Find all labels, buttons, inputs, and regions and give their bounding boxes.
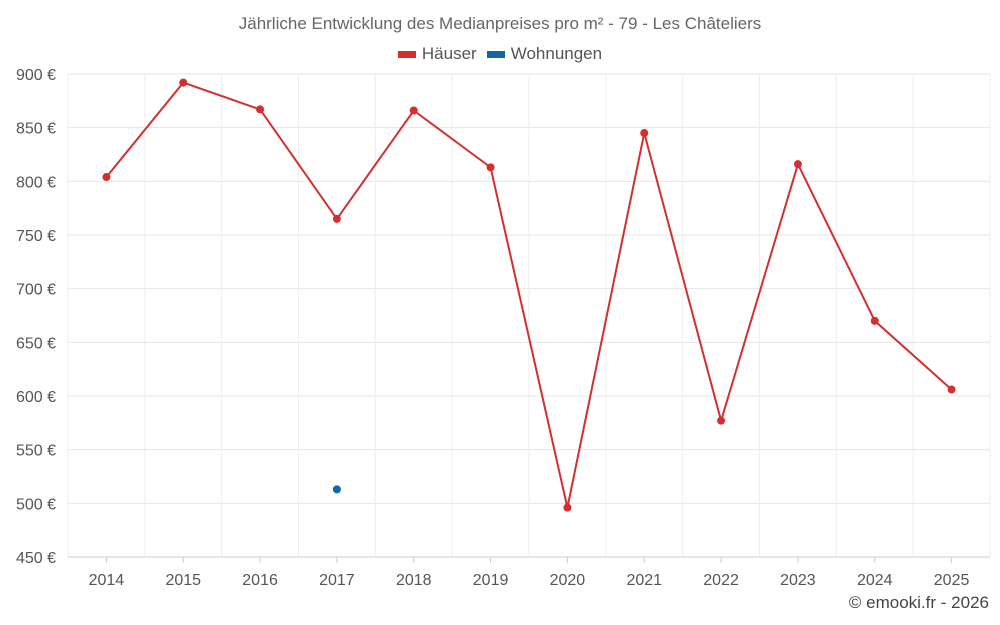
data-point-haeuser <box>563 503 572 512</box>
data-point-haeuser <box>793 160 802 169</box>
data-point-haeuser <box>102 173 111 182</box>
x-tick-label: 2018 <box>396 572 432 589</box>
chart-legend: Häuser Wohnungen <box>0 44 1000 64</box>
y-tick-label: 500 € <box>16 496 56 513</box>
x-tick-label: 2016 <box>242 572 278 589</box>
series-line-haeuser <box>105 81 953 509</box>
legend-swatch-haeuser <box>397 50 416 58</box>
data-point-haeuser <box>947 385 956 394</box>
x-tick-label: 2015 <box>165 572 201 589</box>
legend-swatch-wohnungen <box>486 50 505 58</box>
y-tick-label: 450 € <box>16 550 56 567</box>
x-tick-label: 2024 <box>857 572 893 589</box>
data-point-haeuser <box>870 316 879 325</box>
x-tick-label: 2022 <box>703 572 739 589</box>
chart-title: Jährliche Entwicklung des Medianpreises … <box>238 14 762 33</box>
x-tick-label: 2025 <box>934 572 970 589</box>
y-tick-label: 800 € <box>16 174 56 191</box>
data-point-haeuser <box>332 214 341 223</box>
y-tick-label: 550 € <box>16 443 56 460</box>
y-tick-label: 900 € <box>16 67 56 84</box>
x-tick-label: 2021 <box>626 572 662 589</box>
copyright-credit: © emooki.fr - 2026 <box>848 593 989 612</box>
data-point-haeuser <box>409 106 418 115</box>
x-tick-label: 2020 <box>550 572 586 589</box>
data-point-haeuser <box>256 105 265 114</box>
y-tick-label: 850 € <box>16 121 56 138</box>
data-point-wohnungen <box>332 485 341 494</box>
legend-item-wohnungen[interactable]: Wohnungen <box>486 44 603 64</box>
y-tick-label: 600 € <box>16 389 56 406</box>
y-tick-label: 750 € <box>16 228 56 245</box>
x-tick-label: 2023 <box>780 572 816 589</box>
data-point-haeuser <box>640 129 649 138</box>
y-tick-label: 700 € <box>16 282 56 299</box>
x-tick-label: 2014 <box>89 572 125 589</box>
legend-label-haeuser: Häuser <box>421 44 477 63</box>
legend-item-haeuser[interactable]: Häuser <box>397 44 477 64</box>
data-point-haeuser <box>717 416 726 425</box>
x-tick-label: 2017 <box>319 572 355 589</box>
data-point-haeuser <box>486 163 495 172</box>
data-point-haeuser <box>179 78 188 87</box>
legend-label-wohnungen: Wohnungen <box>510 44 603 63</box>
x-tick-label: 2019 <box>473 572 509 589</box>
y-tick-label: 650 € <box>16 335 56 352</box>
